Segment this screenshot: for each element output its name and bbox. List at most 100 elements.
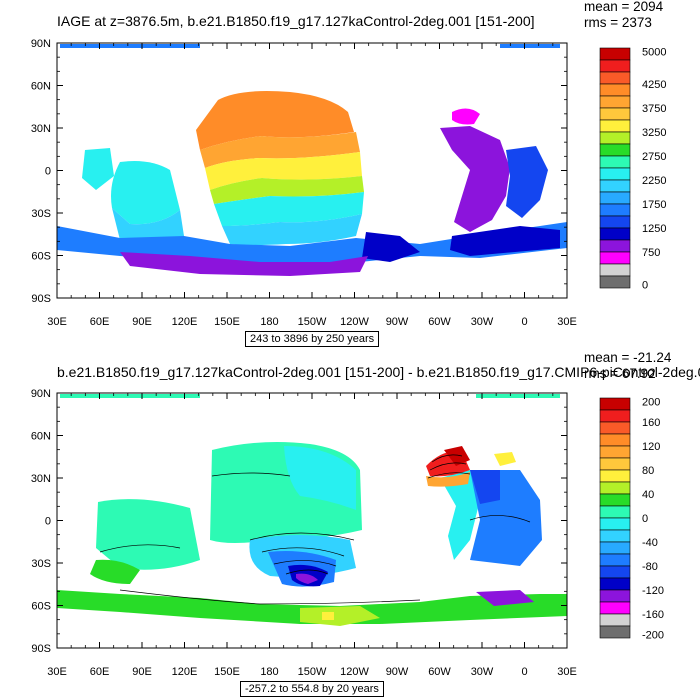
contour-line-9 xyxy=(427,472,471,479)
lon-tick-label: 30E xyxy=(557,316,577,328)
colorbar-swatch xyxy=(599,215,631,229)
colorbar-swatch xyxy=(599,433,631,447)
lon-tick-label: 120E xyxy=(172,316,198,328)
lat-tick-label: 0 xyxy=(45,516,51,528)
lon-tick-label: 0 xyxy=(521,316,527,328)
colorbar-swatch xyxy=(599,565,631,579)
bottom-lon-axis: 30E 60E 90E 120E 150E 180 150W 120W 90W 60W 30W 0 30… xyxy=(47,393,577,678)
colorbar-swatch xyxy=(599,601,631,615)
colorbar-swatch xyxy=(599,131,631,145)
colorbar-swatch xyxy=(599,59,631,73)
indian-aquamarine xyxy=(96,499,200,570)
pacific-band-yellow xyxy=(205,152,362,190)
colorbar-label: 40 xyxy=(642,489,654,501)
colorbar-swatch xyxy=(599,83,631,97)
colorbar-swatch xyxy=(599,119,631,133)
colorbar-label: 0 xyxy=(642,279,648,291)
lon-tick-label: 0 xyxy=(521,666,527,678)
colorbar-label: 160 xyxy=(642,417,660,429)
top-panel-title: IAGE at z=3876.5m, b.e21.B1850.f19_g17.1… xyxy=(57,13,535,29)
colorbar-label: 0 xyxy=(642,513,648,525)
pacific-band-green xyxy=(210,176,364,204)
pacific-band-cyan xyxy=(214,192,364,226)
colorbar-swatch xyxy=(599,167,631,181)
colorbar-swatch xyxy=(599,143,631,157)
colorbar-swatch xyxy=(599,179,631,193)
lat-tick-label: 0 xyxy=(45,166,51,178)
colorbar-label: 1250 xyxy=(642,223,666,235)
arctic-strip-aquamarine-east xyxy=(476,394,560,398)
pacific-cyan-north xyxy=(284,446,356,510)
colorbar-label: 200 xyxy=(642,397,660,409)
indian-ocean-lightblue xyxy=(112,208,184,242)
contour-line-1 xyxy=(211,472,291,477)
lon-tick-label: 90E xyxy=(132,316,152,328)
bottom-mean-stat: mean = -21.24 xyxy=(584,350,672,365)
colorbar-label: 3750 xyxy=(642,103,666,115)
bottom-lat-axis: 90N 60N 30N 0 30S 60S 90S xyxy=(31,388,567,655)
lat-tick-label: 90S xyxy=(31,643,51,655)
atlantic-darkblue xyxy=(470,470,500,504)
colorbar-swatch xyxy=(599,263,631,277)
contour-line-7 xyxy=(431,454,463,463)
colorbar-swatch xyxy=(599,481,631,495)
contour-line-3 xyxy=(261,547,345,557)
antarctic-purple-band xyxy=(120,252,368,276)
lon-tick-label: 150E xyxy=(214,666,240,678)
difference-contours xyxy=(99,454,531,605)
colorbar-label: -120 xyxy=(642,585,664,597)
indian-green-patches xyxy=(90,559,140,584)
southern-yellow-spot xyxy=(322,612,334,620)
colorbar-swatch xyxy=(599,155,631,169)
top-lon-axis: 30E 60E 90E 120E 150E 180 150W 120W 90W 60W 30W 0 30… xyxy=(47,43,577,328)
lat-tick-label: 90N xyxy=(31,388,51,400)
lon-tick-label: 30W xyxy=(471,316,494,328)
lon-tick-label: 30E xyxy=(47,316,67,328)
lon-tick-label: 90W xyxy=(386,316,409,328)
colorbar-label: 2750 xyxy=(642,151,666,163)
colorbar-label: 750 xyxy=(642,247,660,259)
top-lat-axis: 90N 60N 30N 0 30S 60S 90S xyxy=(31,38,567,305)
colorbar-swatch xyxy=(599,613,631,627)
southern-green-belt xyxy=(57,590,567,624)
north-atlantic-orange xyxy=(426,472,470,487)
top-mean-stat: mean = 2094 xyxy=(584,0,664,14)
colorbar-swatch xyxy=(599,107,631,121)
colorbar-swatch xyxy=(599,589,631,603)
lon-tick-label: 150W xyxy=(298,666,327,678)
colorbar-label: -200 xyxy=(642,629,664,641)
contour-line-10 xyxy=(469,515,531,523)
top-ocean-field xyxy=(57,44,567,276)
colorbar-swatch xyxy=(599,493,631,507)
arabian-sea-patch xyxy=(82,148,114,190)
atlantic-east-blue xyxy=(506,146,548,218)
arctic-strip-aquamarine xyxy=(60,394,200,398)
lon-tick-label: 120W xyxy=(340,666,369,678)
lat-tick-label: 60N xyxy=(31,81,51,93)
lat-tick-label: 30S xyxy=(31,558,51,570)
indian-ocean-cyan xyxy=(111,161,180,225)
colorbar-swatch xyxy=(599,71,631,85)
atlantic-north-magenta xyxy=(452,108,480,125)
colorbar-swatch xyxy=(599,227,631,241)
lat-tick-label: 30S xyxy=(31,208,51,220)
lon-tick-label: 30E xyxy=(47,666,67,678)
bottom-panel-title: b.e21.B1850.f19_g17.127kaControl-2deg.00… xyxy=(57,364,700,380)
colorbar-swatch xyxy=(599,517,631,531)
colorbar-label: 80 xyxy=(642,465,654,477)
colorbar-swatch xyxy=(599,457,631,471)
lon-tick-label: 60E xyxy=(90,666,110,678)
top-rms-stat: rms = 2373 xyxy=(584,15,652,30)
colorbar-label: 120 xyxy=(642,441,660,453)
colorbar-label: 2250 xyxy=(642,175,666,187)
lon-tick-label: 120W xyxy=(340,316,369,328)
south-atlantic-purple xyxy=(476,590,534,606)
labrador-yellow xyxy=(494,452,516,466)
contour-line-2 xyxy=(249,532,355,541)
lon-tick-label: 90W xyxy=(386,666,409,678)
colorbar-swatch xyxy=(599,541,631,555)
contour-line-11 xyxy=(99,544,181,553)
lon-tick-label: 60E xyxy=(90,316,110,328)
contour-line-6 xyxy=(119,589,421,605)
